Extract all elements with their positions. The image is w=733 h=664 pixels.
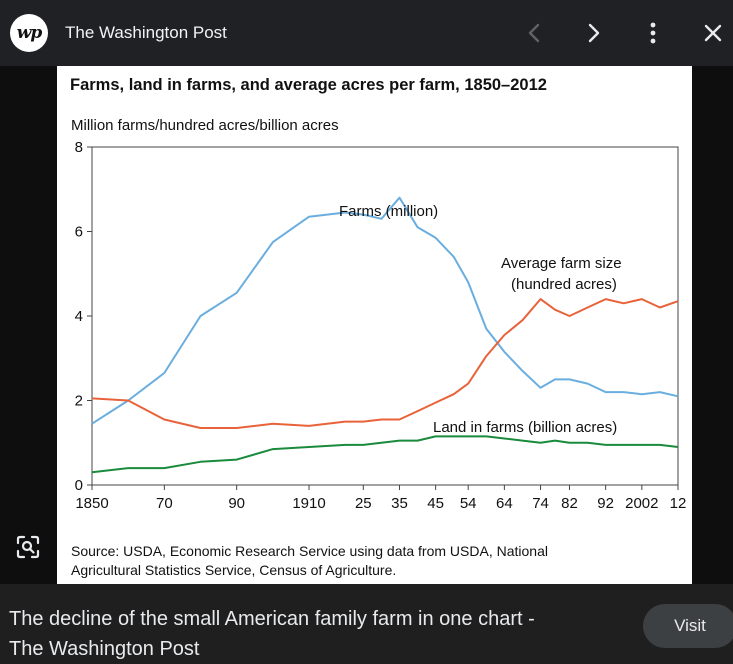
x-tick-label: 70 — [156, 495, 173, 512]
y-axis-label: Million farms/hundred acres/billion acre… — [71, 117, 339, 134]
x-tick-label: 45 — [427, 495, 444, 512]
avg-size-annotation-line1: Average farm size — [501, 255, 622, 272]
x-tick-label: 25 — [355, 495, 372, 512]
chart: Farms, land in farms, and average acres … — [70, 76, 686, 578]
chevron-right-icon — [588, 23, 600, 43]
y-axis-ticks: 0 2 4 6 8 — [75, 139, 92, 494]
caption-line-2: The Washington Post — [9, 638, 200, 660]
y-tick-label: 8 — [75, 139, 83, 156]
x-tick-label: 74 — [532, 495, 549, 512]
x-tick-label: 1850 — [75, 495, 108, 512]
series-lines — [91, 196, 679, 474]
x-tick-label: 64 — [496, 495, 513, 512]
image-caption-link[interactable]: The decline of the small American family… — [9, 604, 609, 664]
chevron-left-icon — [528, 23, 540, 43]
x-tick-label: 92 — [597, 495, 614, 512]
x-tick-label: 12 — [670, 495, 687, 512]
y-tick-label: 2 — [75, 393, 83, 410]
x-tick-label: 35 — [391, 495, 408, 512]
close-icon — [704, 24, 722, 42]
previous-button[interactable] — [521, 20, 547, 46]
source-line-2: Agricultural Statistics Service, Census … — [71, 562, 396, 578]
site-logo: wp — [10, 14, 48, 52]
caption-line-1: The decline of the small American family… — [9, 608, 535, 630]
visit-button[interactable]: Visit — [643, 604, 733, 648]
land-annotation: Land in farms (billion acres) — [433, 419, 617, 436]
avg-size-annotation-line2: (hundred acres) — [511, 276, 617, 293]
y-tick-label: 6 — [75, 224, 83, 241]
x-tick-label: 2002 — [625, 495, 658, 512]
close-button[interactable] — [700, 20, 726, 46]
site-title: The Washington Post — [65, 23, 227, 42]
series-line-average-farm-size-hundred-acres — [91, 298, 679, 429]
x-axis-ticks: 1850 70 90 1910 25 35 45 54 64 74 82 92 2002 12 — [75, 485, 686, 512]
top-bar: wp The Washington Post — [0, 0, 733, 66]
x-tick-label: 90 — [228, 495, 245, 512]
site-logo-text: wp — [16, 23, 43, 43]
chart-image: Farms, land in farms, and average acres … — [57, 66, 692, 584]
lens-icon — [16, 535, 40, 559]
series-line-farms-million — [91, 196, 679, 425]
y-tick-label: 0 — [75, 477, 83, 494]
source-line-1: Source: USDA, Economic Research Service … — [71, 543, 548, 559]
chart-title: Farms, land in farms, and average acres … — [70, 76, 547, 94]
series-line-land-in-farms-billion-acres — [91, 435, 679, 474]
farms-annotation: Farms (million) — [339, 203, 438, 220]
image-preview: Farms, land in farms, and average acres … — [0, 66, 733, 584]
lens-search-button[interactable] — [14, 533, 42, 561]
more-vert-icon — [650, 22, 656, 44]
x-tick-label: 82 — [561, 495, 578, 512]
next-button[interactable] — [581, 20, 607, 46]
y-tick-label: 4 — [75, 308, 83, 325]
x-tick-label: 1910 — [292, 495, 325, 512]
more-options-button[interactable] — [640, 20, 666, 46]
x-tick-label: 54 — [460, 495, 477, 512]
